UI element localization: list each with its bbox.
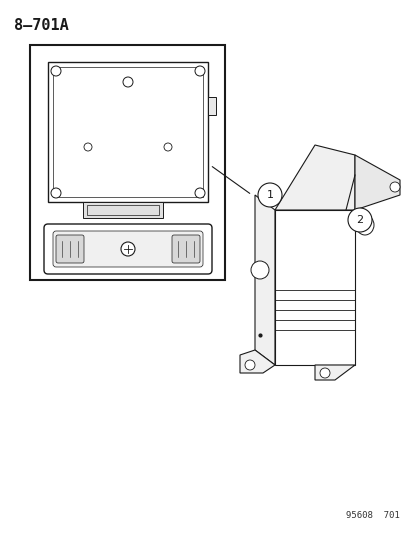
- Polygon shape: [274, 210, 354, 365]
- Bar: [53, 67, 202, 197]
- FancyBboxPatch shape: [44, 224, 211, 274]
- Circle shape: [319, 368, 329, 378]
- Circle shape: [123, 77, 133, 87]
- Polygon shape: [254, 195, 274, 365]
- FancyBboxPatch shape: [56, 235, 84, 263]
- FancyBboxPatch shape: [171, 235, 199, 263]
- Bar: [83, 202, 163, 218]
- Ellipse shape: [355, 215, 373, 235]
- Circle shape: [257, 183, 281, 207]
- Circle shape: [250, 261, 268, 279]
- Circle shape: [51, 188, 61, 198]
- Polygon shape: [274, 145, 354, 210]
- Text: 8–701A: 8–701A: [14, 18, 69, 33]
- Circle shape: [51, 66, 61, 76]
- Circle shape: [347, 208, 371, 232]
- Bar: [30, 45, 224, 280]
- Circle shape: [164, 143, 171, 151]
- Circle shape: [121, 242, 135, 256]
- Circle shape: [195, 188, 204, 198]
- Bar: [48, 62, 207, 202]
- Text: 1: 1: [266, 190, 273, 200]
- Circle shape: [84, 143, 92, 151]
- FancyBboxPatch shape: [53, 231, 202, 267]
- Text: 2: 2: [356, 215, 363, 225]
- Bar: [87, 205, 159, 215]
- Circle shape: [389, 182, 399, 192]
- Polygon shape: [314, 365, 354, 380]
- Bar: [207, 97, 216, 115]
- Polygon shape: [240, 350, 274, 373]
- Circle shape: [195, 66, 204, 76]
- Text: 95608  701: 95608 701: [345, 511, 399, 520]
- Circle shape: [244, 360, 254, 370]
- Polygon shape: [354, 155, 399, 210]
